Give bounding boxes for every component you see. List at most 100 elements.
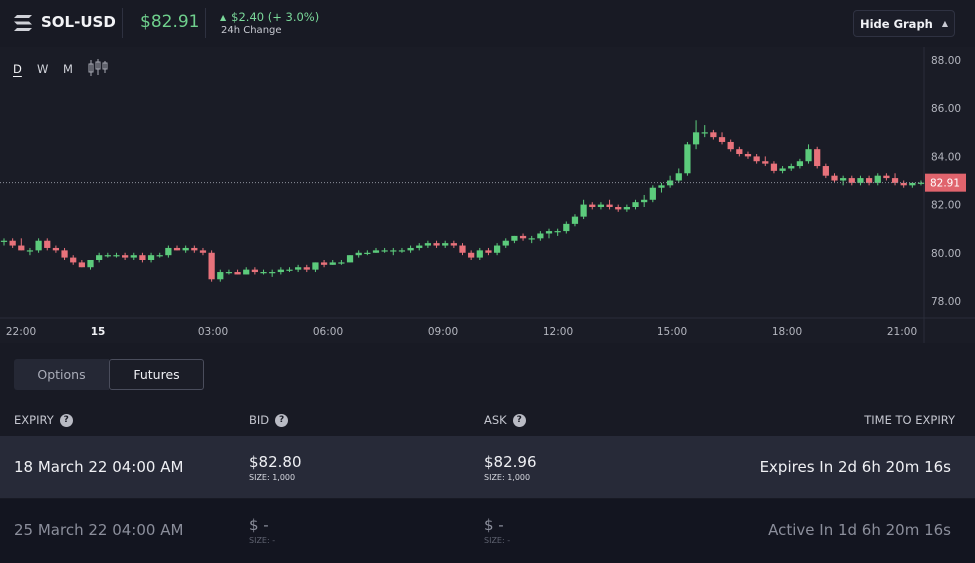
candle-body	[537, 233, 544, 239]
candle-body	[736, 149, 743, 154]
hide-graph-button[interactable]: Hide Graph ▲	[853, 10, 955, 37]
candle-body	[199, 250, 207, 253]
solana-logo-icon	[14, 15, 32, 31]
y-tick-label: 78.00	[931, 296, 961, 308]
candle-body	[684, 144, 691, 174]
hide-graph-label: Hide Graph	[859, 16, 933, 31]
candle-body	[130, 255, 137, 258]
x-tick-label: 09:00	[428, 326, 458, 338]
timeframe-month[interactable]: M	[63, 62, 73, 76]
header-ask: ASK ?	[484, 413, 526, 427]
candle-body	[295, 267, 302, 270]
candle-body	[191, 247, 198, 251]
candlestick-type-icon[interactable]	[87, 58, 109, 78]
header-expiry-label: EXPIRY	[14, 413, 54, 427]
candle-body	[182, 247, 189, 251]
candle-body	[623, 207, 630, 210]
y-tick-label: 82.00	[931, 200, 961, 212]
candle-body	[442, 243, 449, 246]
candle-body	[329, 262, 336, 265]
candle-body	[286, 269, 293, 271]
x-tick-label: 18:00	[772, 326, 802, 338]
candle-body	[493, 245, 501, 253]
candle-body	[511, 235, 518, 241]
candle-body	[840, 178, 847, 181]
candle-body	[727, 141, 734, 150]
candle-body	[571, 216, 579, 224]
candle-body	[70, 257, 77, 263]
candle-body	[312, 262, 319, 270]
price-chart[interactable]: 78.00 80.00 82.00 84.00 86.00 88.00 22:00 15 03:…	[0, 47, 975, 343]
candle-body	[805, 149, 812, 162]
table-row[interactable]: 25 March 22 04:00 AM $ - SIZE: - $ - SIZ…	[0, 499, 975, 563]
help-icon[interactable]: ?	[59, 413, 73, 427]
candle-body	[891, 178, 899, 183]
tab-futures[interactable]: Futures	[109, 359, 204, 390]
divider	[205, 8, 206, 38]
y-tick-label: 88.00	[931, 55, 961, 67]
candle-body	[260, 272, 267, 274]
candle-body	[52, 247, 60, 251]
candle-body	[675, 173, 682, 181]
candle-body	[96, 255, 103, 260]
candle-body	[251, 269, 258, 273]
x-tick-label: 15:00	[657, 326, 687, 338]
candle-body	[779, 168, 786, 171]
candle-body	[364, 252, 371, 254]
candle-body	[147, 255, 155, 260]
candle-body	[398, 250, 406, 252]
ask-size: SIZE: 1,000	[484, 473, 531, 482]
help-icon[interactable]: ?	[512, 413, 526, 427]
bid-price: $82.80	[249, 453, 302, 471]
candle-body	[208, 252, 215, 280]
table-row[interactable]: 18 March 22 04:00 AM $82.80 SIZE: 1,000 …	[0, 436, 975, 498]
triangle-up-icon: ▲	[220, 13, 227, 22]
candlestick-chart[interactable]: 78.00 80.00 82.00 84.00 86.00 88.00 22:00 15 03:…	[0, 47, 975, 343]
candle-body	[139, 255, 146, 260]
header-time-to-expiry: TIME TO EXPIRY	[864, 413, 955, 427]
candle-body	[545, 231, 553, 234]
help-icon[interactable]: ?	[275, 413, 289, 427]
candle-body	[485, 250, 492, 253]
y-tick-label: 84.00	[931, 151, 961, 163]
x-tick-label: 15	[91, 326, 106, 338]
candle-body	[61, 250, 68, 258]
candle-body	[753, 156, 760, 162]
candle-body	[113, 255, 120, 257]
timeframe-day[interactable]: D	[13, 62, 22, 76]
candle-body	[909, 182, 916, 186]
timeframe-week[interactable]: W	[37, 62, 49, 76]
candle-body	[234, 272, 241, 275]
candle-body	[831, 175, 838, 181]
candle-body	[718, 137, 726, 142]
candle-body	[468, 252, 475, 258]
candle-body	[874, 175, 881, 183]
time-to-expiry: Active In 1d 6h 20m 16s	[768, 521, 951, 539]
candle-body	[87, 260, 94, 268]
candle-body	[701, 132, 708, 134]
candle-body	[372, 250, 380, 253]
candle-body	[710, 132, 717, 138]
header-bid: BID ?	[249, 413, 289, 427]
candle-body	[459, 245, 466, 253]
x-tick-label: 22:00	[6, 326, 36, 338]
ask-price: $82.96	[484, 453, 537, 471]
expiry-date: 18 March 22 04:00 AM	[14, 458, 184, 476]
header-tte-label: TIME TO EXPIRY	[864, 413, 955, 427]
candle-body	[18, 245, 25, 251]
tab-options[interactable]: Options	[14, 359, 109, 390]
candle-body	[390, 250, 397, 252]
candle-body	[450, 243, 457, 246]
price-change-value: $2.40 (+ 3.0%)	[231, 10, 320, 24]
candle-body	[519, 235, 527, 239]
candle-body	[277, 269, 284, 273]
candle-body	[173, 247, 181, 251]
candle-body	[35, 240, 42, 251]
instrument-tabs: Options Futures	[14, 359, 204, 390]
bid-size: SIZE: -	[249, 536, 276, 545]
candle-body	[320, 262, 328, 265]
candle-body	[217, 272, 224, 280]
candle-body	[848, 178, 855, 183]
candle-body	[528, 238, 535, 240]
divider	[122, 8, 123, 38]
